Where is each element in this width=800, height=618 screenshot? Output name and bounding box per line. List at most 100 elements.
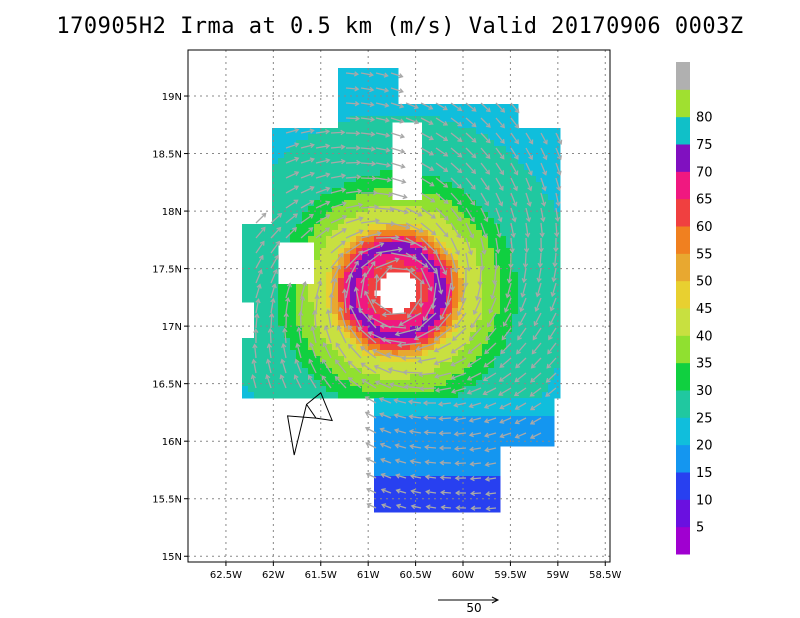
field-cell — [392, 500, 399, 507]
field-cell — [440, 494, 447, 501]
field-cell — [374, 86, 381, 93]
field-cell — [434, 224, 441, 231]
field-cell — [410, 218, 417, 225]
field-cell — [332, 212, 339, 219]
field-cell — [428, 374, 435, 381]
field-cell — [344, 356, 351, 363]
field-cell — [476, 440, 483, 447]
field-cell — [260, 236, 267, 243]
field-cell — [278, 134, 285, 141]
wind-vector — [361, 378, 377, 389]
wind-vector — [554, 207, 561, 223]
wind-vector — [379, 323, 407, 329]
field-cell — [368, 296, 375, 303]
field-cell — [494, 206, 501, 213]
wind-vector — [270, 254, 279, 269]
field-cell — [464, 110, 471, 117]
field-cell — [452, 338, 459, 345]
wind-vector — [457, 297, 467, 317]
field-cell — [380, 416, 387, 423]
field-cell — [398, 434, 405, 441]
field-cell — [356, 254, 363, 261]
wind-vector — [315, 143, 331, 149]
field-cell — [488, 188, 495, 195]
field-cell — [488, 326, 495, 333]
field-cell — [494, 488, 501, 495]
field-cell — [356, 164, 363, 171]
field-cell — [470, 146, 477, 153]
wind-vector — [435, 222, 449, 238]
field-cell — [434, 416, 441, 423]
field-cell — [410, 272, 417, 279]
field-cell — [500, 380, 507, 387]
field-cell — [278, 380, 285, 387]
field-cell — [470, 188, 477, 195]
field-cell — [464, 152, 471, 159]
field-cell — [446, 380, 453, 387]
field-cell — [416, 368, 423, 375]
wind-vector — [418, 371, 437, 378]
field-cell — [302, 140, 309, 147]
field-cell — [488, 212, 495, 219]
field-cell — [464, 428, 471, 435]
field-cell — [428, 242, 435, 249]
field-cell — [434, 254, 441, 261]
field-cell — [338, 86, 345, 93]
field-cell — [458, 212, 465, 219]
field-cell — [260, 296, 267, 303]
field-cell — [416, 422, 423, 429]
lat-tick-label: 16N — [162, 437, 182, 448]
field-cell — [440, 392, 447, 399]
field-cell — [398, 110, 405, 117]
lon-tick-label: 59W — [547, 570, 570, 581]
field-cell — [338, 110, 345, 117]
field-cell — [344, 248, 351, 255]
wind-vector — [555, 162, 562, 176]
wind-vector — [495, 192, 504, 207]
field-cell — [506, 218, 513, 225]
field-cell — [362, 350, 369, 357]
field-cell — [314, 164, 321, 171]
field-cell — [428, 116, 435, 123]
wind-vector — [506, 267, 513, 284]
field-cell — [356, 332, 363, 339]
field-cell — [482, 470, 489, 477]
field-cell — [434, 230, 441, 237]
wind-vector — [540, 207, 546, 223]
field-cell — [332, 134, 339, 141]
field-cell — [464, 398, 471, 405]
field-cell — [272, 296, 279, 303]
wind-vector — [449, 267, 456, 292]
wind-vector — [480, 207, 489, 223]
field-cell — [356, 140, 363, 147]
wind-vector — [439, 297, 452, 321]
field-cell — [278, 392, 285, 399]
field-cell — [260, 362, 267, 369]
field-cell — [482, 260, 489, 267]
field-cell — [308, 134, 315, 141]
field-cell — [344, 332, 351, 339]
field-cell — [368, 104, 375, 111]
field-cell — [374, 308, 381, 315]
wind-vector — [255, 269, 263, 284]
wind-vector — [328, 292, 335, 314]
field-cell — [434, 248, 441, 255]
field-cell — [404, 440, 411, 447]
field-cell — [464, 434, 471, 441]
field-cell — [290, 392, 297, 399]
field-cell — [314, 248, 321, 255]
field-cell — [398, 500, 405, 507]
field-cell — [290, 158, 297, 165]
field-cell — [512, 386, 519, 393]
field-cell — [422, 368, 429, 375]
wind-vector — [419, 385, 437, 392]
field-cell — [494, 272, 501, 279]
field-cell — [476, 134, 483, 141]
field-cell — [404, 386, 411, 393]
field-cell — [530, 158, 537, 165]
field-cell — [512, 182, 519, 189]
colorbar-swatch — [676, 472, 690, 500]
field-cell — [416, 266, 423, 273]
wind-vector — [435, 252, 448, 276]
field-cell — [500, 368, 507, 375]
